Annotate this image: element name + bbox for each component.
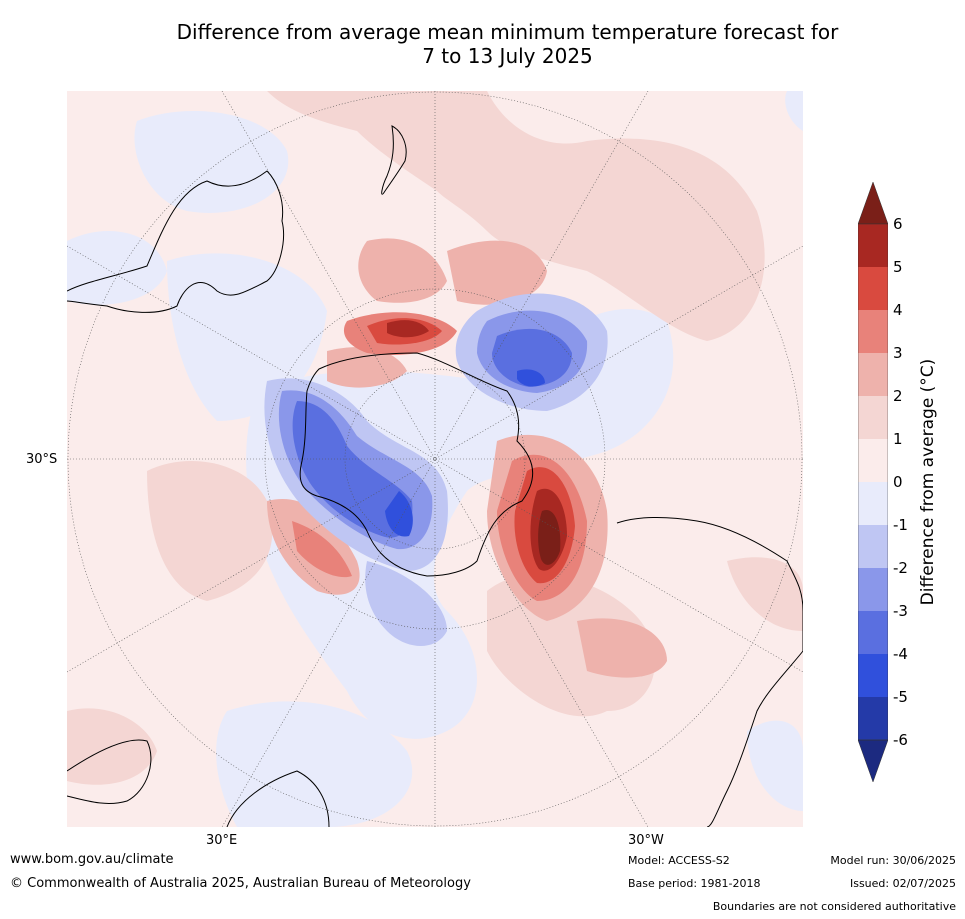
colorbar-bin-m5-m4 [858,654,888,697]
colorbar-bin-m6-m5 [858,697,888,740]
model-run-text: Model run: 30/06/2025 [830,854,956,867]
colorbar-tick-5: 5 [893,258,903,276]
map-title: Difference from average mean minimum tem… [0,20,965,68]
colorbar-tick-m2: -2 [893,559,908,577]
map-panel [67,91,803,827]
title-line-2: 7 to 13 July 2025 [422,44,593,68]
lat-label-30s: 30°S [26,452,58,467]
polar-map [67,91,803,827]
colorbar-bin-m3-m2 [858,568,888,611]
colorbar-tick-3: 3 [893,344,903,362]
colorbar-bin-0-1 [858,439,888,482]
lon-label-30e: 30°E [206,833,238,848]
issued-text: Issued: 02/07/2025 [849,877,956,890]
new-zealand-coast [381,125,407,195]
southern-africa-coast [226,770,330,827]
lon-label-30w: 30°W [628,833,664,848]
colorbar-tick-m1: -1 [893,516,908,534]
colorbar-tick-m5: -5 [893,688,908,706]
colorbar-tick-2: 2 [893,387,903,405]
anomaly-warm-max [538,509,561,565]
colorbar-bin-4-5 [858,267,888,310]
colorbar-tick-m6: -6 [893,731,908,749]
colorbar-bin-m1-0 [858,482,888,525]
colorbar [858,182,888,782]
antarctica-coast [299,352,534,577]
copyright-text: © Commonwealth of Australia 2025, Austra… [10,876,471,891]
website-link[interactable]: www.bom.gov.au/climate [10,852,174,867]
colorbar-tick-1: 1 [893,430,903,448]
colorbar-bin-m4-m3 [858,611,888,654]
colorbar-tick-0: 0 [893,473,903,491]
australia-coast [67,170,285,313]
anomaly-cool-3-4 [292,328,572,538]
colorbar-label: Difference from average (°C) [918,358,938,606]
title-line-1: Difference from average mean minimum tem… [176,20,839,44]
africa-coast [67,739,152,804]
colorbar-bin-1-2 [858,396,888,439]
graticule [67,91,803,827]
colorbar-frame [858,223,888,741]
colorbar-bin-3-4 [858,310,888,353]
colorbar-bottom-extend [858,739,888,782]
model-text: Model: ACCESS-S2 [628,854,730,867]
colorbar-bin-2-3 [858,353,888,396]
colorbar-tick-m3: -3 [893,602,908,620]
base-period-text: Base period: 1981-2018 [628,877,761,890]
colorbar-tick-4: 4 [893,301,903,319]
colorbar-bin-m2-m1 [858,525,888,568]
colorbar-bin-5-6 [858,224,888,267]
disclaimer-text: Boundaries are not considered authoritat… [712,900,956,913]
colorbar-tick-m4: -4 [893,645,908,663]
colorbar-tick-6: 6 [893,215,903,233]
anomaly-cool-4-5 [385,369,545,537]
colorbar-top-extend [858,182,888,225]
